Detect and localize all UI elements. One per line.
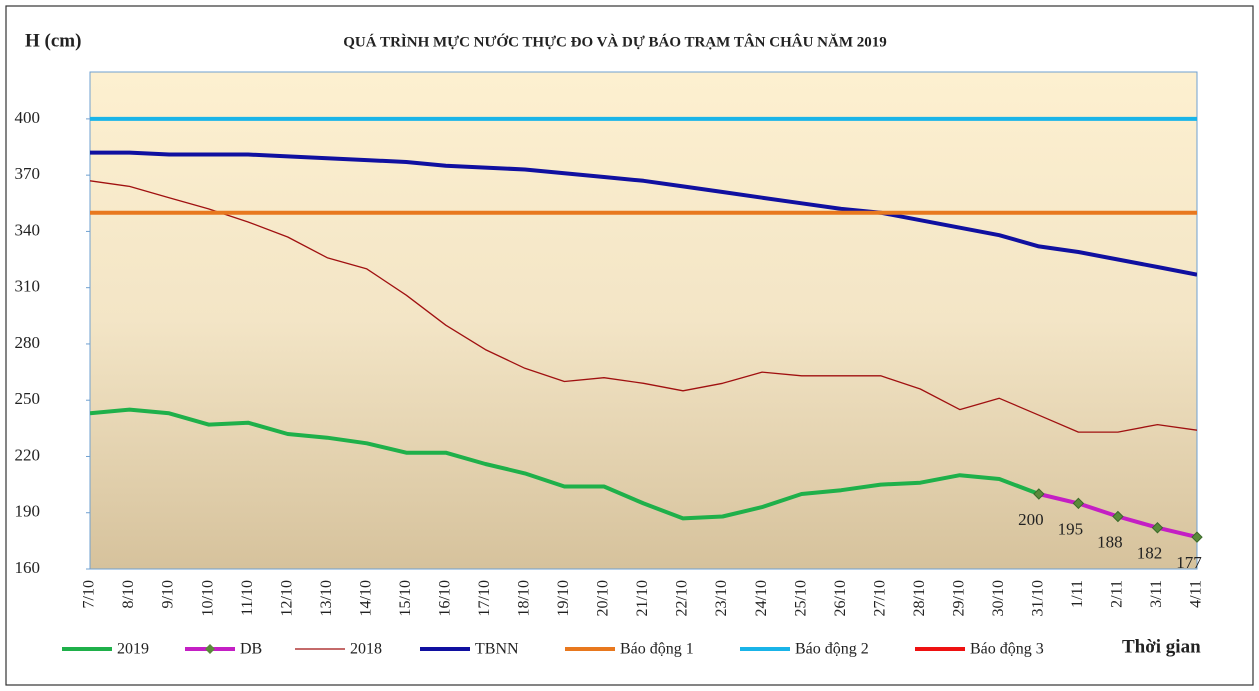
series-line xyxy=(90,180,1197,433)
x-tick-label: 12/10 xyxy=(278,580,295,616)
legend-label: Báo động 3 xyxy=(970,641,1044,658)
x-tick-label: 23/10 xyxy=(713,580,730,616)
marker xyxy=(1072,497,1085,510)
series-line xyxy=(90,150,1197,277)
x-tick-label: 21/10 xyxy=(634,580,651,616)
plot-area xyxy=(89,71,1198,570)
series-line xyxy=(90,407,1040,521)
marker xyxy=(1033,488,1045,500)
chart-title: QUÁ TRÌNH MỰC NƯỚC THỰC ĐO VÀ DỰ BÁO TRẠ… xyxy=(343,33,886,50)
marker xyxy=(1112,510,1124,523)
x-tick-label: 2/11 xyxy=(1109,580,1126,608)
x-tick-label: 3/11 xyxy=(1148,580,1165,608)
series-group xyxy=(90,116,1197,540)
x-tick-label: 11/10 xyxy=(239,580,256,616)
x-tick-label: 16/10 xyxy=(436,580,453,616)
legend-label: Báo động 1 xyxy=(620,641,694,658)
x-tick-label: 19/10 xyxy=(555,580,572,616)
y-tick-label: 190 xyxy=(15,502,41,521)
y-tick-label: 310 xyxy=(15,277,41,296)
x-tick-label: 1/11 xyxy=(1069,580,1086,608)
data-label: 200 xyxy=(1018,510,1044,529)
x-tick-label: 25/10 xyxy=(792,580,809,616)
y-tick-label: 340 xyxy=(15,220,41,239)
y-tick-label: 370 xyxy=(15,164,41,183)
x-tick-label: 10/10 xyxy=(199,580,216,616)
y-tick-label: 280 xyxy=(15,333,41,352)
x-tick-label: 18/10 xyxy=(516,580,533,616)
x-tick-label: 8/10 xyxy=(120,580,137,608)
x-tick-label: 27/10 xyxy=(871,580,888,616)
x-tick-label: 31/10 xyxy=(1030,580,1047,616)
x-tick-label: 28/10 xyxy=(911,580,928,616)
x-tick-label: 14/10 xyxy=(357,580,374,616)
x-tick-label: 20/10 xyxy=(595,580,612,616)
marker xyxy=(1151,522,1164,534)
legend-label: DB xyxy=(240,641,262,658)
x-tick-label: 9/10 xyxy=(160,580,177,608)
x-tick-label: 22/10 xyxy=(674,580,691,616)
y-tick-label: 400 xyxy=(15,108,41,127)
x-tick-label: 13/10 xyxy=(318,580,335,616)
x-tick-label: 4/11 xyxy=(1188,580,1205,608)
y-axis-label: H (cm) xyxy=(25,30,81,51)
data-label: 195 xyxy=(1058,519,1084,538)
x-axis-label: Thời gian xyxy=(1122,636,1201,657)
legend-label: 2019 xyxy=(117,641,149,658)
marker xyxy=(1191,531,1203,543)
x-tick-label: 17/10 xyxy=(476,580,493,616)
x-tick-label: 29/10 xyxy=(950,580,967,616)
x-tick-label: 26/10 xyxy=(832,580,849,616)
x-tick-label: 30/10 xyxy=(990,580,1007,616)
y-tick-label: 160 xyxy=(15,558,41,577)
legend-label: 2018 xyxy=(350,641,382,658)
x-tick-label: 7/10 xyxy=(81,580,98,608)
data-label: 188 xyxy=(1097,532,1123,551)
x-tick-label: 24/10 xyxy=(753,580,770,616)
legend-marker xyxy=(205,644,215,654)
legend-label: TBNN xyxy=(475,641,519,658)
y-tick-label: 220 xyxy=(15,445,41,464)
data-label: 182 xyxy=(1137,544,1163,563)
data-label: 177 xyxy=(1176,553,1202,572)
legend-label: Báo động 2 xyxy=(795,641,869,658)
y-tick-label: 250 xyxy=(15,389,41,408)
x-tick-label: 15/10 xyxy=(397,580,414,616)
